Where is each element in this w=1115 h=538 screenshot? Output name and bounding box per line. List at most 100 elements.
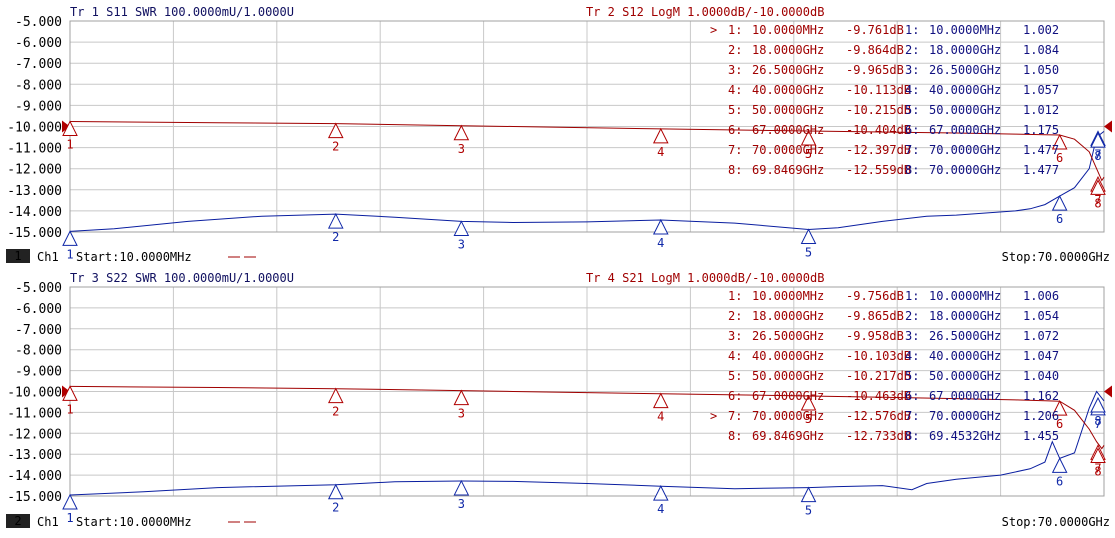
marker-label: 1:	[728, 289, 742, 303]
marker-label: 3:	[728, 63, 742, 77]
grid-1	[69, 20, 1105, 233]
marker-triangle	[1051, 457, 1068, 473]
marker-value: 1.175	[1023, 123, 1059, 137]
marker-triangle	[327, 387, 344, 404]
marker-number: 6	[1056, 212, 1063, 226]
red-marker-5: 5	[800, 129, 817, 161]
y-tick-label: -8.000	[15, 78, 62, 93]
red-marker-3: 3	[453, 124, 470, 156]
y-tick-label: -13.000	[7, 448, 62, 463]
marker-label: 8:	[728, 429, 742, 443]
marker-frequency: 26.5000GHz	[929, 329, 1001, 343]
channel-footer-1: 1 Ch1 Start:10.0000MHz Stop:70.0000GHz	[6, 249, 1110, 264]
marker-value: 1.054	[1023, 309, 1059, 323]
marker-frequency: 10.0000MHz	[929, 289, 1001, 303]
reference-arrow-left	[62, 385, 70, 398]
stop-frequency: Stop:70.0000GHz	[1002, 515, 1110, 529]
marker-row-right: 6: 67.0000GHz 1.175	[905, 123, 1059, 137]
marker-value: -10.404dB	[846, 123, 911, 137]
marker-label: 7:	[728, 409, 742, 423]
trace-line-red	[69, 385, 1105, 450]
y-tick-label: -14.000	[7, 205, 62, 220]
marker-row-right: 7: 70.0000GHz 1.477	[905, 143, 1059, 157]
marker-value: 1.084	[1023, 43, 1059, 57]
marker-number: 1	[66, 402, 73, 416]
marker-number: 4	[657, 410, 664, 424]
red-marker-8: 8	[1090, 447, 1106, 479]
red-marker-1: 1	[62, 385, 78, 416]
active-marker-indicator: >	[710, 409, 717, 423]
marker-label: 6:	[728, 123, 742, 137]
marker-triangle	[62, 120, 78, 136]
marker-value: -9.761dB	[846, 23, 904, 37]
marker-row-left: 2: 18.0000GHz -9.864dB	[728, 43, 904, 57]
y-tick-label: -10.000	[7, 386, 62, 401]
marker-frequency: 50.0000GHz	[752, 103, 824, 117]
marker-label: 8:	[905, 429, 919, 443]
marker-number: 7	[1094, 461, 1101, 475]
marker-triangle	[453, 124, 470, 141]
trace-header-2: Tr 2 S12 LogM 1.0000dB/-10.0000dB	[586, 5, 824, 19]
marker-number: 5	[805, 412, 812, 426]
marker-value: -9.865dB	[846, 309, 904, 323]
marker-value: 1.057	[1023, 83, 1059, 97]
blue-marker-8: 8	[1090, 131, 1106, 163]
red-marker-6: 6	[1051, 400, 1068, 431]
marker-triangle	[62, 230, 78, 246]
marker-triangle	[800, 129, 817, 146]
marker-row-left: 6: 67.0000GHz -10.463dB	[728, 389, 911, 403]
marker-number: 8	[1094, 196, 1101, 210]
marker-row-left: 1: 10.0000MHz -9.756dB	[728, 289, 904, 303]
marker-frequency: 40.0000GHz	[929, 83, 1001, 97]
start-frequency: Start:10.0000MHz	[76, 515, 192, 529]
marker-frequency: 67.0000GHz	[752, 389, 824, 403]
marker-triangle	[453, 389, 470, 406]
marker-row-right: 1: 10.0000MHz 1.006	[905, 289, 1059, 303]
marker-frequency: 40.0000GHz	[752, 83, 824, 97]
blue-marker-3: 3	[453, 220, 470, 251]
y-tick-label: -9.000	[15, 99, 62, 114]
marker-row-left: 8: 69.8469GHz -12.559dB	[728, 163, 911, 177]
marker-triangle	[652, 392, 669, 409]
marker-label: 1:	[905, 23, 919, 37]
marker-value: 1.477	[1023, 163, 1059, 177]
marker-number: 2	[332, 405, 339, 419]
marker-label: 7:	[728, 143, 742, 157]
channel-number: 1	[14, 249, 21, 263]
marker-label: 4:	[728, 83, 742, 97]
marker-row-right: 7: 70.0000GHz 1.206	[905, 409, 1059, 423]
marker-value: 1.006	[1023, 289, 1059, 303]
marker-label: 3:	[905, 329, 919, 343]
marker-label: 6:	[905, 389, 919, 403]
marker-row-right: 6: 67.0000GHz 1.162	[905, 389, 1059, 403]
marker-label: 5:	[728, 369, 742, 383]
blue-marker-2: 2	[327, 483, 344, 515]
blue-marker-8: 8	[1090, 396, 1106, 428]
marker-frequency: 69.8469GHz	[752, 429, 824, 443]
marker-triangle	[1051, 195, 1068, 211]
y-tick-label: -7.000	[15, 323, 62, 338]
marker-frequency: 70.0000GHz	[929, 163, 1001, 177]
marker-value: 1.047	[1023, 349, 1059, 363]
marker-frequency: 18.0000GHz	[929, 43, 1001, 57]
marker-label: 4:	[728, 349, 742, 363]
marker-triangle	[62, 493, 78, 510]
blue-marker-4: 4	[652, 485, 669, 516]
red-marker-3: 3	[453, 389, 470, 421]
red-marker-8: 8	[1090, 179, 1106, 210]
chart-panel-2: -5.000 -6.000 -7.000 -8.000 -9.000 -10.000 -11…	[6, 271, 1112, 529]
reference-arrow-left	[62, 120, 70, 133]
marker-number: 6	[1056, 151, 1063, 165]
marker-row-left: 5: 50.0000GHz -10.215dB	[728, 103, 911, 117]
stop-frequency: Stop:70.0000GHz	[1002, 250, 1110, 264]
marker-label: 2:	[905, 43, 919, 57]
blue-marker-4: 4	[652, 218, 669, 250]
marker-row-left: >1: 10.0000MHz -9.761dB	[710, 23, 904, 37]
trace-header-1: Tr 1 S11 SWR 100.0000mU/1.0000U	[70, 5, 294, 19]
marker-frequency: 50.0000GHz	[929, 103, 1001, 117]
marker-value: -12.397dB	[846, 143, 911, 157]
blue-marker-5: 5	[800, 486, 817, 518]
y-tick-label: -5.000	[15, 15, 62, 30]
marker-value: 1.002	[1023, 23, 1059, 37]
marker-frequency: 67.0000GHz	[752, 123, 824, 137]
